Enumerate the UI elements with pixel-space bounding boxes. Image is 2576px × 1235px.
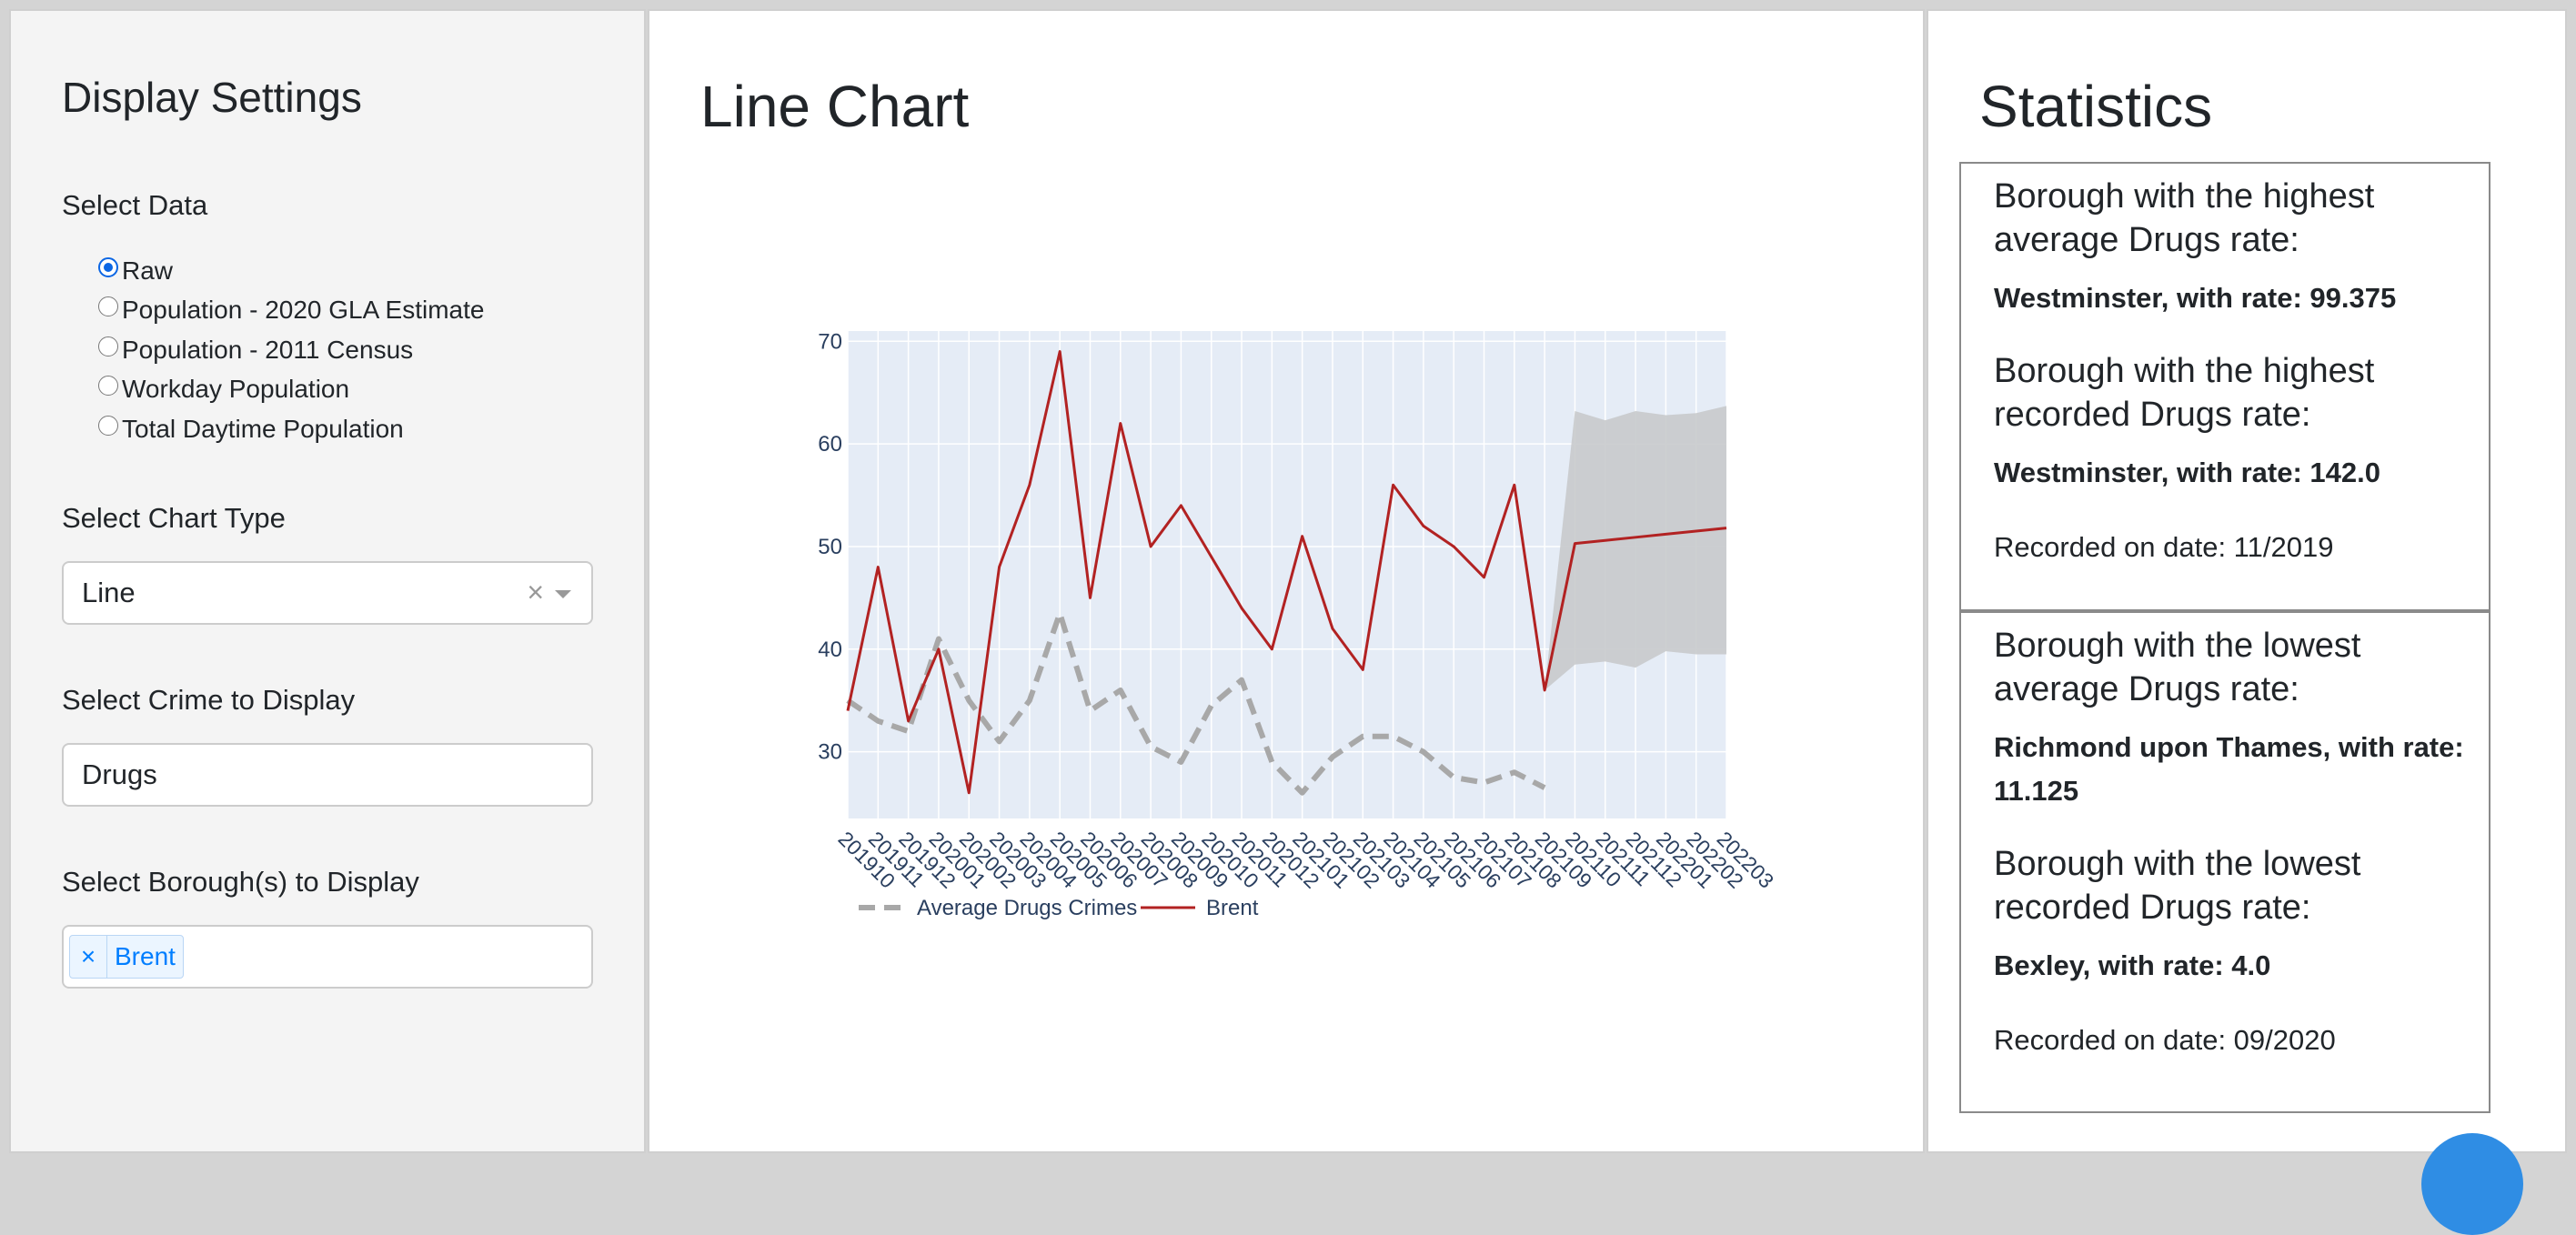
borough-multiselect[interactable]: × Brent: [62, 925, 593, 989]
y-tick-label: 30: [818, 740, 842, 765]
highest-recorded-heading: Borough with the highest recorded Drugs …: [1994, 352, 2375, 434]
average-series-line: [846, 610, 1546, 796]
radio-option-census-2011[interactable]: Population - 2011 Census: [98, 330, 484, 370]
clear-icon[interactable]: ×: [527, 576, 544, 608]
floating-action-button[interactable]: [2421, 1133, 2523, 1235]
lowest-recorded-heading: Borough with the lowest recorded Drugs r…: [1994, 845, 2361, 927]
radio-label: Raw: [122, 256, 174, 285]
highest-average-value: Westminster, with rate: 99.375: [1994, 282, 2397, 314]
radio-option-workday[interactable]: Workday Population: [98, 370, 484, 410]
line-chart[interactable]: 3040506070201910201911201912202001202002…: [649, 11, 1923, 1151]
crime-value: Drugs: [82, 758, 157, 790]
lowest-recorded-value: Bexley, with rate: 4.0: [1994, 949, 2271, 981]
radio-button[interactable]: [98, 376, 118, 397]
crime-label: Select Crime to Display: [62, 684, 356, 716]
highest-recorded-value: Westminster, with rate: 142.0: [1994, 457, 2380, 488]
y-tick-label: 60: [818, 432, 842, 457]
crime-input[interactable]: Drugs: [62, 743, 593, 807]
settings-title: Display Settings: [62, 74, 362, 121]
data-radio-group: Raw Population - 2020 GLA Estimate Popul…: [98, 251, 484, 449]
chart-type-value: Line: [82, 577, 136, 608]
remove-tag-icon[interactable]: ×: [70, 936, 107, 978]
display-settings-panel: Display Settings Select Data Raw Populat…: [9, 9, 646, 1153]
radio-option-raw[interactable]: Raw: [98, 251, 484, 291]
highest-stats-card: Borough with the highest average Drugs r…: [1959, 162, 2490, 611]
radio-button[interactable]: [98, 256, 118, 277]
y-tick-label: 50: [818, 535, 842, 559]
chevron-down-icon[interactable]: [555, 590, 571, 598]
legend-label-average: Average Drugs Crimes: [917, 896, 1137, 920]
lowest-average-value: Richmond upon Thames, with rate: 11.125: [1994, 731, 2464, 807]
forecast-confidence-band: [1545, 406, 1726, 690]
select-data-label: Select Data: [62, 189, 208, 221]
borough-label: Select Borough(s) to Display: [62, 866, 419, 898]
radio-label: Total Daytime Population: [122, 414, 404, 443]
legend-label-brent: Brent: [1206, 896, 1259, 920]
radio-label: Population - 2011 Census: [122, 335, 414, 364]
radio-option-daytime[interactable]: Total Daytime Population: [98, 409, 484, 449]
statistics-panel: Statistics Borough with the highest aver…: [1927, 9, 2567, 1153]
chart-panel: Line Chart 30 40 50 60 70 201910 201911 201912 2…: [648, 9, 1925, 1153]
chart-type-dropdown[interactable]: Line ×: [62, 561, 593, 625]
highest-average-heading: Borough with the highest average Drugs r…: [1994, 177, 2375, 259]
borough-tag: × Brent: [69, 935, 184, 979]
statistics-title: Statistics: [1979, 74, 2213, 139]
highest-recorded-date: Recorded on date: 11/2019: [1994, 531, 2334, 563]
lowest-average-heading: Borough with the lowest average Drugs ra…: [1994, 627, 2361, 708]
chart-title: Line Chart: [700, 74, 970, 139]
radio-label: Workday Population: [122, 375, 350, 404]
radio-option-gla-2020[interactable]: Population - 2020 GLA Estimate: [98, 291, 484, 331]
radio-button[interactable]: [98, 296, 118, 317]
borough-series-line: [846, 350, 1727, 795]
lowest-recorded-date: Recorded on date: 09/2020: [1994, 1024, 2336, 1056]
chart-type-label: Select Chart Type: [62, 502, 286, 534]
borough-tag-label: Brent: [115, 942, 176, 970]
radio-button[interactable]: [98, 415, 118, 436]
radio-button[interactable]: [98, 336, 118, 356]
y-tick-label: 40: [818, 638, 842, 662]
radio-label: Population - 2020 GLA Estimate: [122, 296, 485, 325]
y-tick-label: 70: [818, 329, 842, 354]
lowest-stats-card: Borough with the lowest average Drugs ra…: [1959, 611, 2490, 1113]
